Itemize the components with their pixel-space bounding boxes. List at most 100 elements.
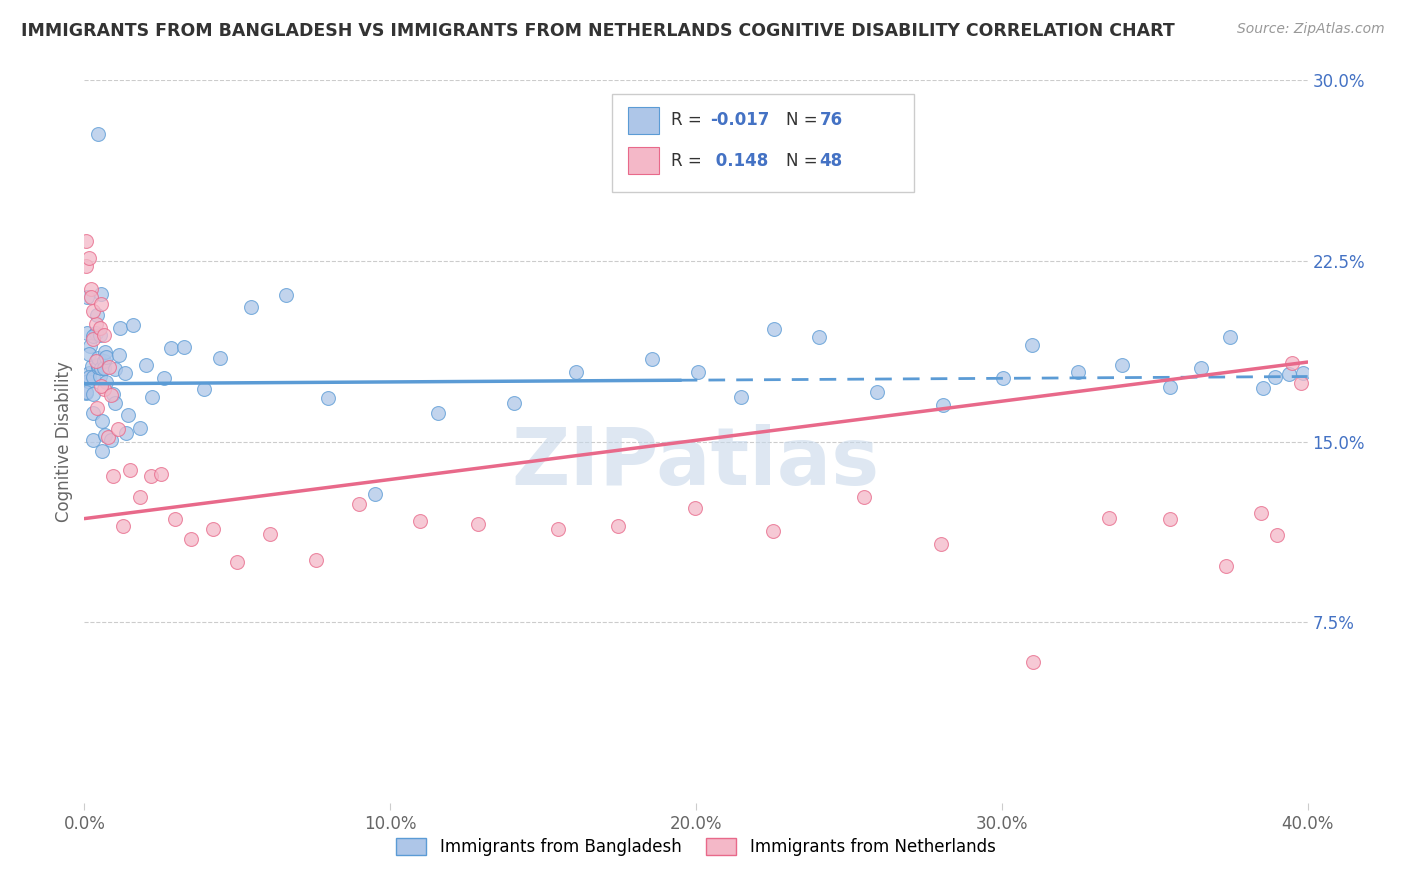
Point [79, 339, 101, 353]
Point [932, 398, 955, 412]
Point [84, 317, 107, 331]
Point [686, 365, 709, 379]
Point [76, 290, 98, 304]
Point [1278, 367, 1301, 381]
Point [364, 487, 387, 501]
Point [1097, 510, 1119, 524]
Point [1219, 329, 1241, 343]
Text: N =: N = [786, 152, 823, 169]
Point [82, 406, 104, 420]
Point [139, 469, 162, 483]
Point [93, 382, 115, 396]
Point [135, 358, 157, 372]
Point [1189, 361, 1212, 376]
Text: N =: N = [786, 112, 823, 129]
Point [108, 321, 131, 335]
Point [165, 511, 187, 525]
Point [87, 127, 110, 141]
Point [193, 382, 215, 396]
Point [121, 318, 143, 332]
Point [87, 358, 110, 372]
Point [347, 497, 370, 511]
Point [565, 365, 588, 379]
Point [89, 369, 111, 384]
Point [150, 467, 173, 482]
Point [82, 387, 104, 401]
Point [93, 361, 115, 376]
Point [274, 288, 297, 302]
Point [1250, 506, 1272, 520]
Point [80, 290, 103, 304]
Point [114, 366, 136, 380]
Point [991, 370, 1014, 384]
Point [1159, 380, 1181, 394]
Point [93, 428, 115, 442]
Point [129, 421, 152, 435]
Point [1281, 356, 1303, 370]
Point [409, 514, 432, 528]
Point [89, 328, 111, 343]
Point [93, 353, 115, 368]
Point [502, 396, 524, 410]
Text: 0.148: 0.148 [710, 152, 768, 169]
Point [807, 330, 830, 344]
Point [108, 348, 131, 362]
Text: ZIPatlas: ZIPatlas [512, 425, 880, 502]
Point [100, 388, 122, 402]
Text: IMMIGRANTS FROM BANGLADESH VS IMMIGRANTS FROM NETHERLANDS COGNITIVE DISABILITY C: IMMIGRANTS FROM BANGLADESH VS IMMIGRANTS… [21, 22, 1175, 40]
Point [75, 384, 97, 399]
Point [103, 468, 125, 483]
Point [97, 360, 120, 375]
Text: R =: R = [671, 152, 707, 169]
Point [76, 326, 98, 341]
Point [1111, 358, 1133, 372]
Point [1021, 655, 1043, 669]
Point [762, 322, 785, 336]
Point [94, 350, 117, 364]
Point [80, 282, 103, 296]
Point [762, 524, 785, 539]
Point [79, 347, 101, 361]
Point [97, 430, 120, 444]
Point [104, 395, 127, 409]
Point [641, 352, 664, 367]
Text: R =: R = [671, 112, 707, 129]
Y-axis label: Cognitive Disability: Cognitive Disability [55, 361, 73, 522]
Point [153, 371, 176, 385]
Point [1265, 528, 1288, 542]
Point [76, 375, 98, 389]
Point [82, 329, 104, 343]
Point [853, 490, 876, 504]
Point [84, 354, 107, 368]
Text: 76: 76 [820, 112, 842, 129]
Text: -0.017: -0.017 [710, 112, 769, 129]
Point [467, 516, 489, 531]
Point [180, 532, 202, 546]
Point [1253, 381, 1275, 395]
Point [1292, 366, 1315, 380]
Point [86, 309, 108, 323]
Point [77, 369, 100, 384]
Point [107, 422, 129, 436]
Point [77, 251, 100, 265]
Point [111, 519, 134, 533]
Point [82, 359, 104, 374]
Point [75, 259, 97, 273]
Text: 48: 48 [820, 152, 842, 169]
Point [202, 523, 225, 537]
Point [94, 375, 117, 389]
Point [129, 490, 152, 504]
Point [90, 361, 112, 376]
Point [100, 433, 122, 447]
Point [607, 519, 630, 533]
Point [87, 359, 110, 374]
Point [82, 434, 104, 448]
Point [90, 379, 112, 393]
Point [82, 332, 104, 346]
Point [120, 462, 142, 476]
Point [159, 341, 181, 355]
Point [208, 351, 231, 365]
Point [685, 501, 707, 516]
Point [1067, 365, 1090, 379]
Point [86, 401, 108, 416]
